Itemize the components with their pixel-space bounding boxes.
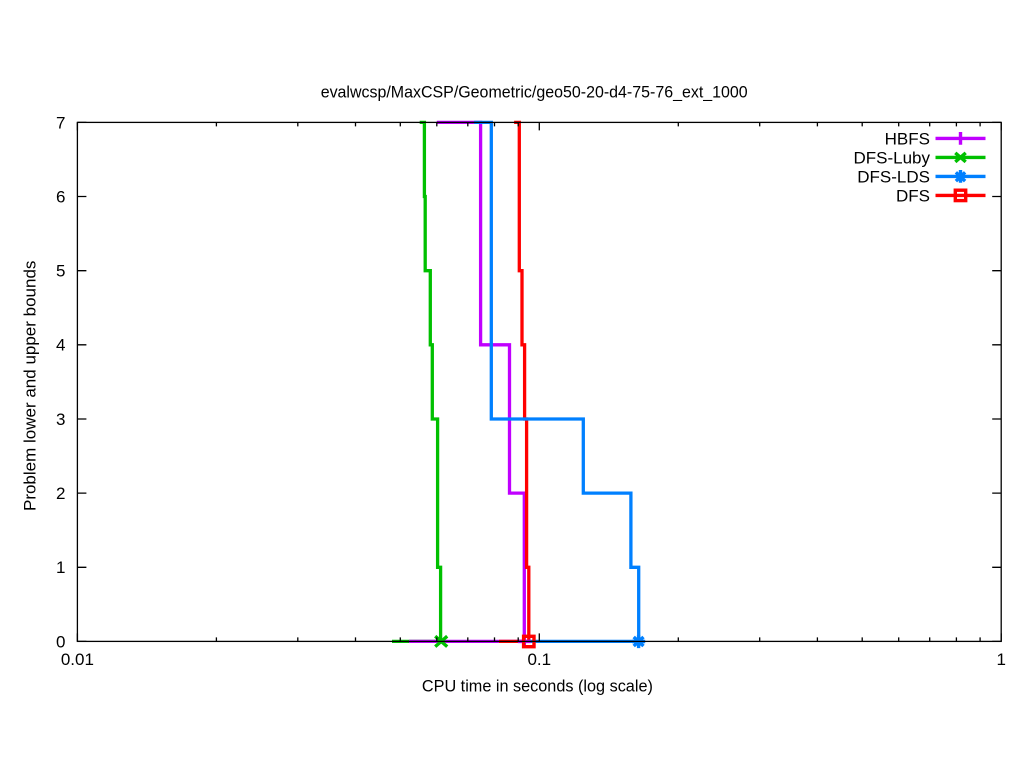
svg-text:6: 6 bbox=[56, 187, 65, 206]
svg-text:1: 1 bbox=[56, 558, 65, 577]
svg-text:DFS-Luby: DFS-Luby bbox=[853, 148, 930, 167]
svg-text:0.01: 0.01 bbox=[61, 650, 94, 669]
svg-text:0.1: 0.1 bbox=[527, 650, 551, 669]
svg-text:HBFS: HBFS bbox=[885, 129, 930, 148]
svg-text:2: 2 bbox=[56, 484, 65, 503]
svg-text:CPU time in seconds (log scale: CPU time in seconds (log scale) bbox=[422, 677, 653, 696]
svg-text:1: 1 bbox=[996, 650, 1005, 669]
svg-text:5: 5 bbox=[56, 262, 65, 281]
svg-text:evalwcsp/MaxCSP/Geometric/geo5: evalwcsp/MaxCSP/Geometric/geo50-20-d4-75… bbox=[321, 82, 748, 101]
svg-text:Problem lower and upper bounds: Problem lower and upper bounds bbox=[21, 261, 40, 511]
svg-text:7: 7 bbox=[56, 113, 65, 132]
svg-text:DFS-LDS: DFS-LDS bbox=[857, 167, 930, 186]
svg-text:DFS: DFS bbox=[896, 186, 930, 205]
svg-text:4: 4 bbox=[56, 336, 65, 355]
svg-text:3: 3 bbox=[56, 410, 65, 429]
svg-text:0: 0 bbox=[56, 632, 65, 651]
